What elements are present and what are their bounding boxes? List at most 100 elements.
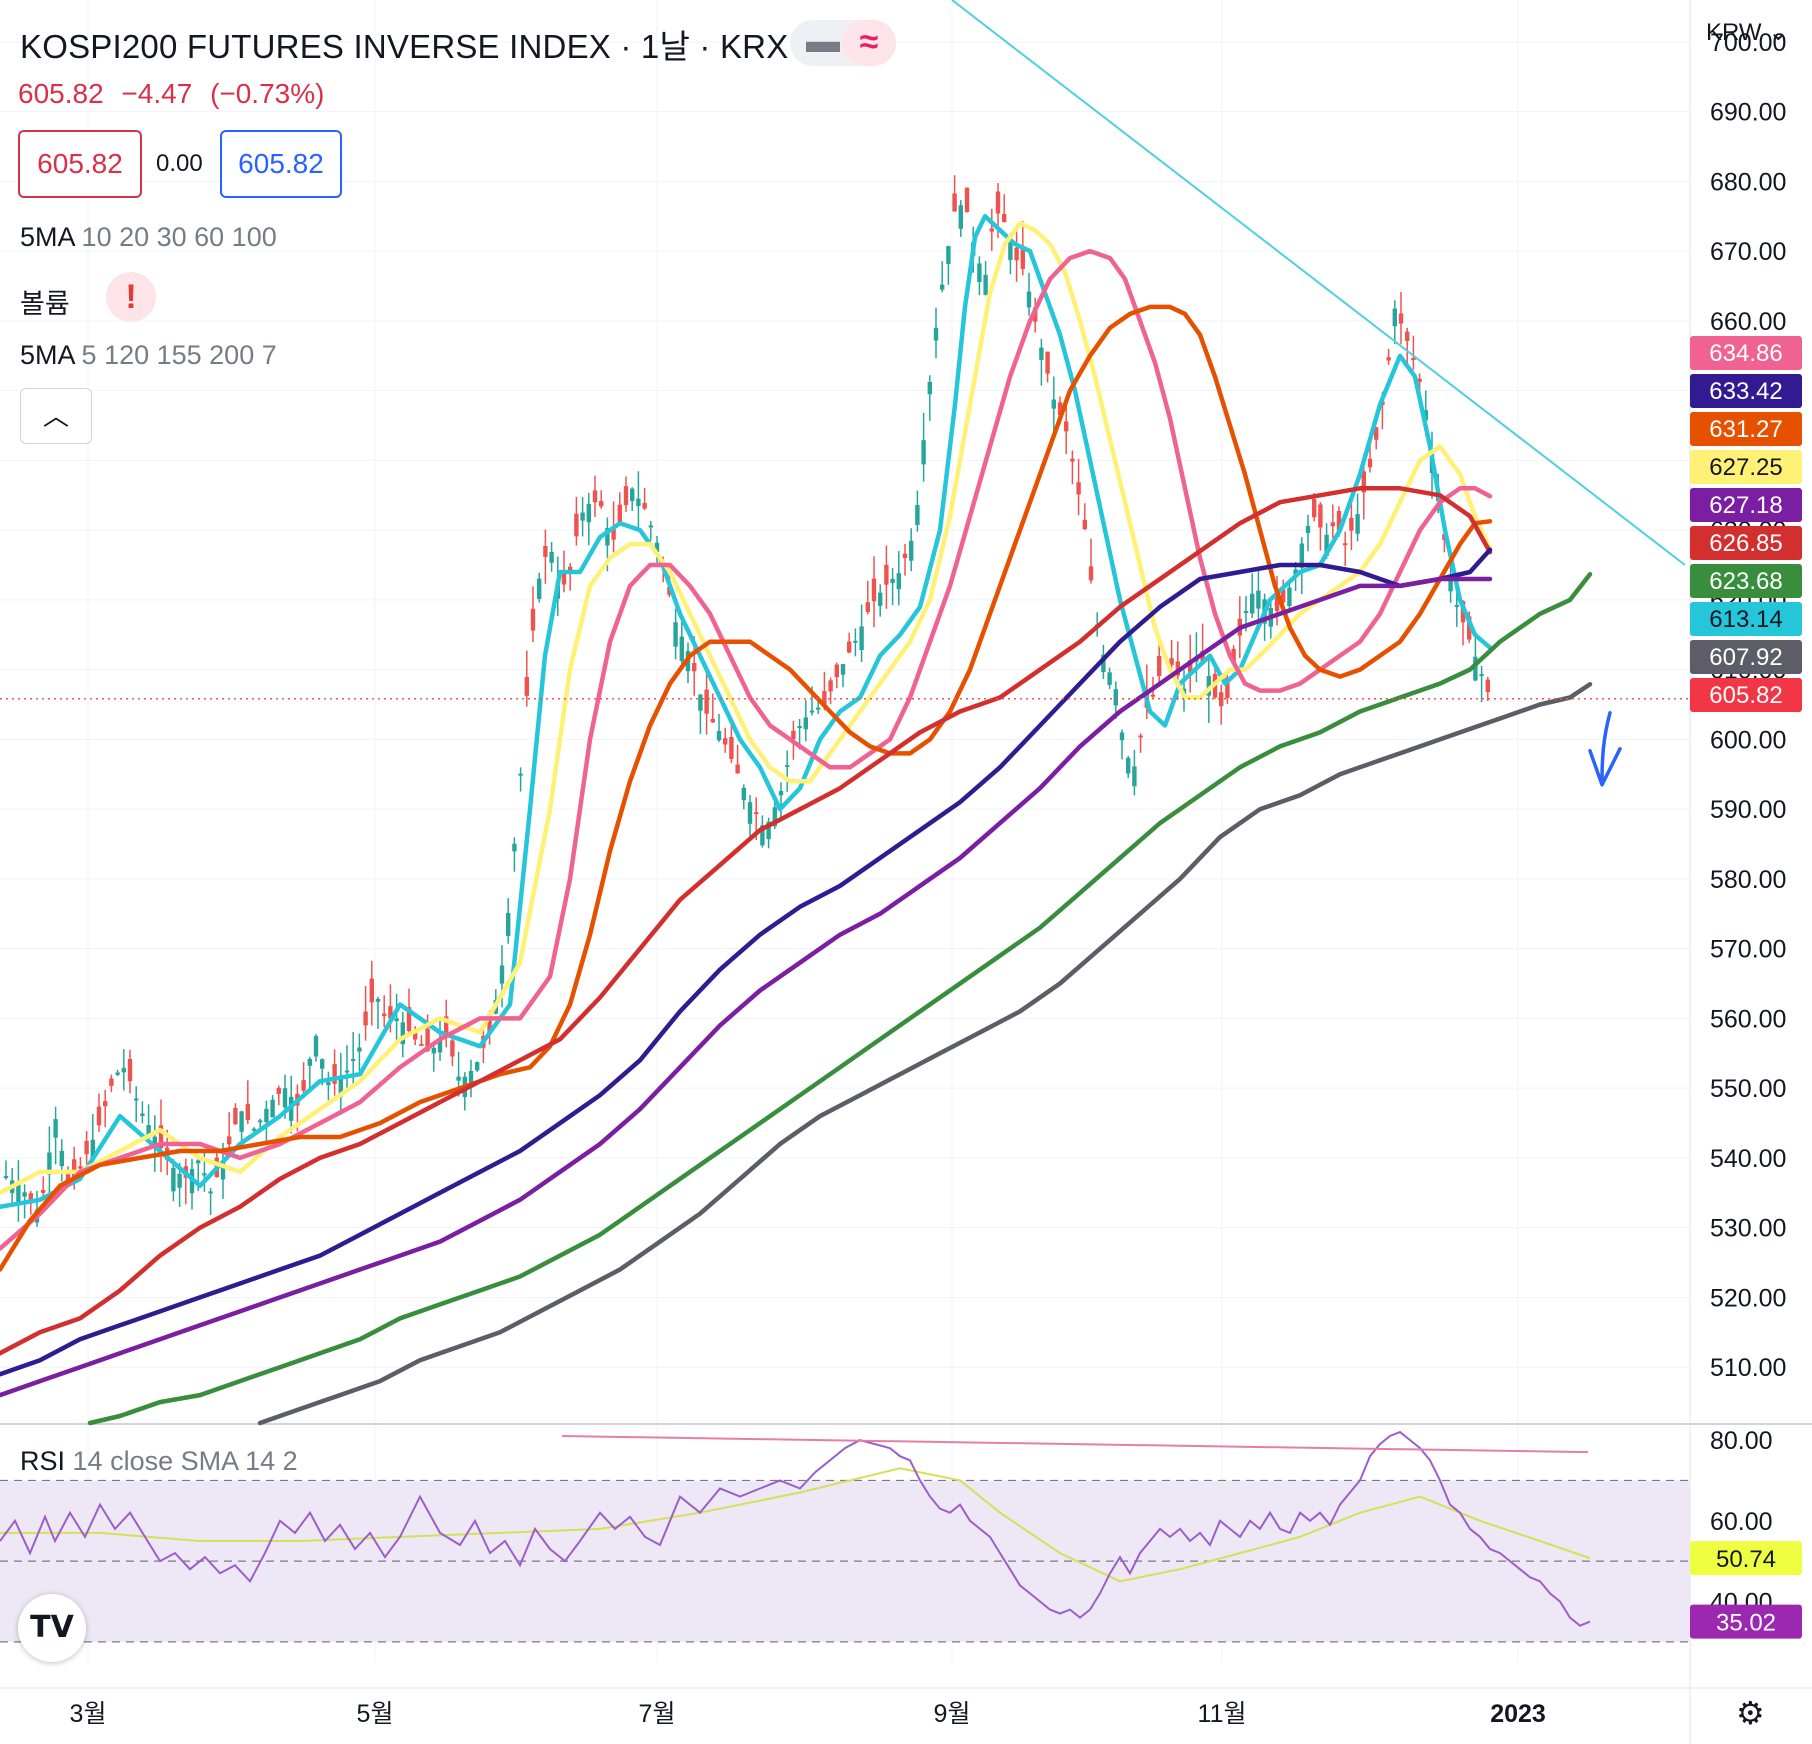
candle-body [803,717,808,730]
candle-body [468,1070,474,1084]
candle-body [320,1059,325,1069]
candle-body [946,246,951,264]
y-tick-label: 520.00 [1710,1284,1786,1312]
candle-body [1070,458,1075,462]
price-quote: 605.82 −4.47 (−0.73%) [18,78,334,110]
indicator-ma1[interactable]: 5MA 10 20 30 60 100 [20,222,277,253]
candle-body [1299,543,1304,568]
y-tick-label: 510.00 [1710,1354,1786,1382]
candle-body [1113,689,1118,706]
indicator-rsi[interactable]: RSI 14 close SMA 14 2 [20,1446,298,1477]
down-arrow-head [1588,747,1622,787]
candle-body [344,1070,350,1073]
candle-body [1312,499,1317,518]
candle-body [227,1136,232,1145]
candle-body [760,825,765,846]
tradingview-logo-icon[interactable]: TV [18,1594,86,1662]
candle-body [617,504,622,523]
candle-body [233,1107,238,1125]
currency-selector[interactable]: KRW ⌄ [1706,19,1789,46]
candle-body [1330,522,1335,527]
wave-icon[interactable]: ≈ [842,20,896,66]
candle-body [121,1068,126,1073]
display-mode-toggle[interactable]: ▬ ≈ [790,20,896,66]
indicator-volume[interactable]: 볼륨 [20,282,70,321]
candle-body [282,1088,288,1108]
candle-body [1088,566,1094,581]
candle-body [313,1036,319,1057]
y-tick-label: 600.00 [1710,726,1786,754]
candle-body [1398,313,1404,324]
candle-body [1423,410,1428,421]
candle-body [778,791,784,796]
y-tick-label: 670.00 [1710,238,1786,266]
candle-body [375,998,381,1002]
price-label: 634.86 [1709,340,1782,367]
candle-body [47,1152,52,1175]
candle-body [450,1040,455,1057]
candle-body [326,1082,331,1086]
candle-body [1448,575,1453,592]
indicator-ma2[interactable]: 5MA 5 120 155 200 7 [20,340,277,371]
candle-body [599,501,604,507]
candle-body [96,1106,102,1126]
minus-icon[interactable]: ▬ [806,22,840,60]
candle-body [754,812,759,815]
candle-body [1367,458,1373,468]
symbol-title[interactable]: KOSPI200 FUTURES INVERSE INDEX · 1날 · KR… [20,28,789,65]
candle-body [1008,242,1013,261]
candle-body [896,573,901,590]
candle-body [196,1160,201,1164]
candle-body [822,691,827,705]
candle-body [1287,587,1292,606]
candle-body [382,1013,387,1017]
candle-body [202,1173,207,1176]
x-tick-label: 2023 [1490,1700,1546,1728]
candle-body [1126,757,1131,774]
candle-body [171,1168,176,1192]
candle-body [791,730,796,740]
candle-body [1026,291,1032,308]
candle-body [518,773,523,776]
candle-body [363,1011,368,1026]
candle-body [59,1150,64,1167]
candle-body [512,843,517,852]
gear-icon[interactable]: ⚙ [1736,1695,1765,1731]
candle-body [3,1176,9,1179]
candle-body [406,1007,412,1031]
candle-body [1467,616,1472,640]
warning-icon[interactable]: ! [106,272,156,322]
candle-body [648,525,653,528]
chevron-up-icon: ︿ [42,401,69,431]
candle-body [605,528,610,546]
candle-body [568,566,573,571]
candle-body [809,710,815,713]
candle-body [902,553,908,559]
candle-body [927,381,932,395]
candle-body [115,1072,120,1075]
candle-body [524,676,529,696]
price-change-pct: (−0.73%) [210,78,325,109]
indicator-ma1-name: 5MA [20,222,75,252]
candle-body [1219,692,1224,707]
candle-body [847,641,852,653]
collapse-legend-button[interactable]: ︿ [20,388,92,444]
candle-body [623,486,629,506]
sell-button[interactable]: 605.82 [18,130,142,198]
candle-body [530,608,536,631]
price-label-bg [1690,526,1802,560]
candle-body [16,1184,21,1206]
down-arrow-annotation [1600,711,1612,785]
candle-body [741,787,746,801]
buy-button[interactable]: 605.82 [220,130,342,198]
price-label-bg [1690,450,1802,484]
candle-body [580,512,585,521]
candle-body [673,622,678,647]
candle-body [338,1078,343,1097]
candle-body [958,205,963,229]
candle-body [152,1136,157,1148]
candle-body [543,545,548,557]
candle-body [146,1125,151,1138]
candle-body [723,738,728,745]
